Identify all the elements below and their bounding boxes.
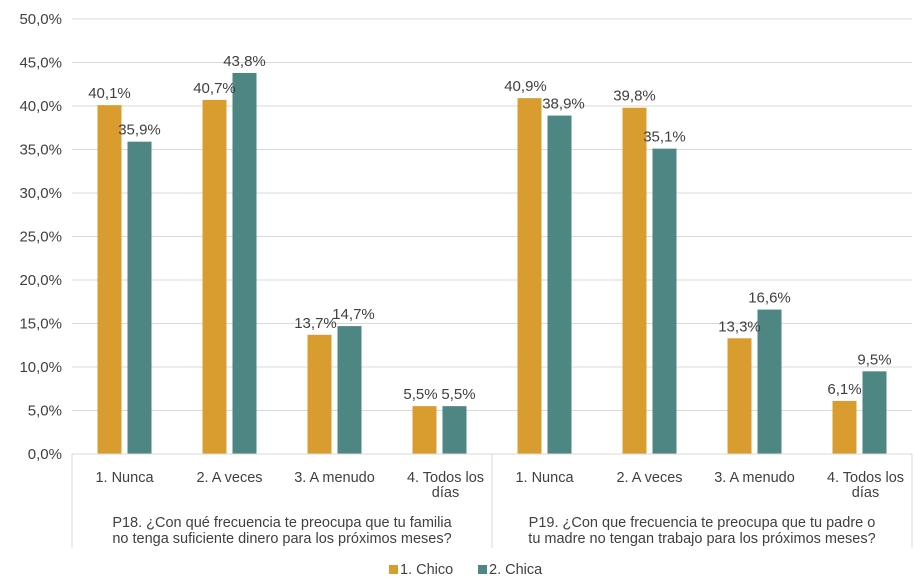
bar-chico xyxy=(727,338,752,454)
data-label: 14,7% xyxy=(332,306,375,323)
data-label: 5,5% xyxy=(403,386,437,403)
legend-label: 1. Chico xyxy=(400,562,453,578)
bar-chica xyxy=(127,141,152,455)
data-label: 38,9% xyxy=(542,96,585,113)
group-label: tu madre no tengan trabajo para los próx… xyxy=(528,531,875,547)
y-tick-label: 35,0% xyxy=(19,142,62,159)
data-label: 13,3% xyxy=(718,318,761,335)
legend-swatch xyxy=(389,565,398,574)
category-label: días xyxy=(852,485,879,501)
category-label: 2. A veces xyxy=(196,470,262,486)
y-tick-label: 15,0% xyxy=(19,316,62,333)
bar-chica xyxy=(547,115,572,454)
data-label: 13,7% xyxy=(294,315,337,332)
category-label: días xyxy=(432,485,459,501)
data-label: 43,8% xyxy=(223,53,266,70)
y-tick-label: 50,0% xyxy=(19,11,62,28)
data-label: 35,1% xyxy=(643,129,686,146)
bars xyxy=(97,72,887,455)
category-label: 1. Nunca xyxy=(95,470,154,486)
bar-chico xyxy=(412,406,437,454)
y-tick-label: 30,0% xyxy=(19,185,62,202)
data-labels: 40,1% 40,7% 13,7% 5,5% 40,9% 39,8% 13,3% 6,1% 35… xyxy=(88,53,891,403)
y-tick-label: 10,0% xyxy=(19,359,62,376)
data-label: 35,9% xyxy=(118,122,161,139)
bar-chica xyxy=(652,148,677,454)
category-label: 4. Todos los xyxy=(827,470,904,486)
bar-chica xyxy=(442,406,467,454)
bar-chico xyxy=(832,400,857,454)
data-label: 9,5% xyxy=(857,351,891,368)
y-axis-ticks: 0,0% 5,0% 10,0% 15,0% 20,0% 25,0% 30,0% 35,0% 40… xyxy=(19,11,62,463)
data-label: 6,1% xyxy=(827,381,861,398)
data-label: 5,5% xyxy=(441,386,475,403)
y-tick-label: 45,0% xyxy=(19,55,62,72)
bar-chica xyxy=(232,72,257,454)
bar-chico xyxy=(307,334,332,454)
y-tick-label: 5,0% xyxy=(28,403,62,420)
data-label: 39,8% xyxy=(613,88,656,105)
group-label: no tenga suficiente dinero para los próx… xyxy=(112,531,451,547)
group-label: P18. ¿Con qué frecuencia te preocupa que… xyxy=(112,515,452,531)
bar-chica xyxy=(862,371,887,454)
category-label: 1. Nunca xyxy=(515,470,574,486)
bar-chica xyxy=(757,309,782,454)
bar-chico xyxy=(202,99,227,454)
bar-chica xyxy=(337,326,362,454)
data-label: 16,6% xyxy=(748,290,791,307)
legend: 1. Chico 2. Chica xyxy=(389,562,543,578)
bar-chico xyxy=(622,107,647,455)
data-label: 40,1% xyxy=(88,85,131,102)
group-label: P19. ¿Con que frecuencia te preocupa que… xyxy=(529,515,876,531)
bar-chico xyxy=(517,98,542,455)
category-label: 3. A menudo xyxy=(714,470,795,486)
y-tick-label: 0,0% xyxy=(28,446,62,463)
category-label: 2. A veces xyxy=(616,470,682,486)
category-label: 3. A menudo xyxy=(294,470,375,486)
data-label: 40,7% xyxy=(193,80,236,97)
legend-swatch xyxy=(478,565,487,574)
bar-chico xyxy=(97,105,122,454)
x-axis: 1. Nunca 2. A veces 3. A menudo 4. Todos lo… xyxy=(71,453,913,548)
category-label: 4. Todos los xyxy=(407,470,484,486)
y-tick-label: 25,0% xyxy=(19,229,62,246)
data-label: 40,9% xyxy=(504,78,547,95)
y-tick-label: 20,0% xyxy=(19,272,62,289)
legend-label: 2. Chica xyxy=(489,562,543,578)
y-tick-label: 40,0% xyxy=(19,98,62,115)
